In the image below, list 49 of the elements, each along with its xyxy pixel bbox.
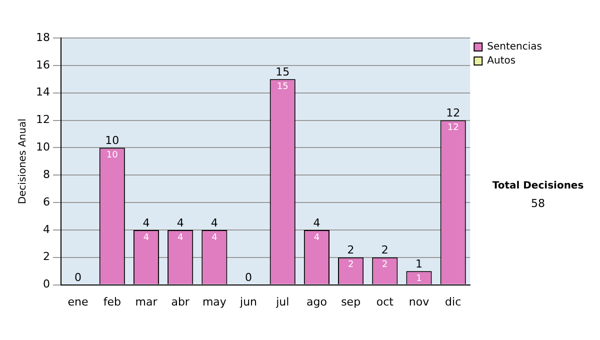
- y-tick-label: 14: [36, 86, 50, 99]
- data-label: 10: [106, 150, 118, 161]
- y-tick-label: 0: [42, 278, 50, 291]
- y-tick-label: 2: [42, 250, 50, 264]
- total-label: 10: [105, 134, 120, 148]
- y-axis-title: Decisiones Anual: [18, 118, 29, 204]
- data-label: 2: [382, 260, 388, 270]
- legend-label: Autos: [487, 56, 516, 67]
- text: 58: [531, 196, 545, 210]
- total-label: 2: [381, 244, 388, 257]
- y-tick-label: 12: [36, 113, 50, 126]
- data-label: 4: [314, 232, 320, 243]
- legend-label: Sentencias: [487, 42, 542, 53]
- x-tick-label: oct: [376, 295, 394, 308]
- x-tick-label: ene: [68, 295, 89, 308]
- text: Total Decisiones: [492, 180, 584, 192]
- x-tick-label: feb: [103, 295, 121, 308]
- data-label: 2: [348, 260, 354, 270]
- data-label: 12: [447, 123, 459, 134]
- x-tick-label: jun: [239, 295, 258, 308]
- data-label: 4: [143, 232, 150, 243]
- y-tick-label: 10: [36, 140, 50, 154]
- y-tick-label: 18: [36, 30, 50, 44]
- y-tick-label: 8: [42, 168, 50, 181]
- x-tick-label: may: [202, 295, 227, 308]
- total-label: 12: [446, 106, 460, 120]
- x-tick-label: abr: [171, 295, 190, 308]
- total-label: 4: [142, 216, 150, 230]
- y-tick-label: 16: [36, 58, 50, 72]
- total-label: 2: [347, 244, 354, 257]
- total-label: 0: [245, 271, 252, 284]
- x-tick-label: dic: [445, 295, 462, 308]
- data-label: 4: [212, 232, 218, 243]
- x-tick-label: ago: [306, 295, 328, 308]
- y-tick-label: 6: [42, 195, 50, 208]
- total-label: 15: [276, 65, 290, 78]
- total-label: 0: [74, 271, 82, 284]
- x-tick-label: nov: [408, 295, 430, 308]
- total-label: 4: [313, 216, 320, 230]
- y-tick-label: 4: [42, 222, 50, 236]
- x-tick-label: sep: [341, 295, 361, 308]
- data-label: 4: [177, 232, 184, 243]
- total-label: 4: [176, 216, 184, 230]
- data-label: 1: [416, 274, 422, 284]
- x-tick-label: jul: [275, 295, 290, 308]
- total-label: 4: [210, 216, 218, 230]
- data-label: 15: [276, 82, 288, 92]
- x-tick-label: mar: [135, 295, 158, 308]
- total-label: 1: [415, 257, 422, 270]
